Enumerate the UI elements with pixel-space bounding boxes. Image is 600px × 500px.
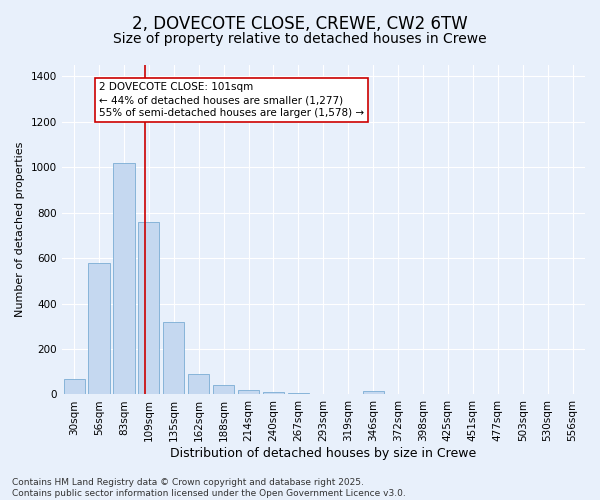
- Y-axis label: Number of detached properties: Number of detached properties: [15, 142, 25, 318]
- Bar: [362, 391, 384, 394]
- Text: 2 DOVECOTE CLOSE: 101sqm
← 44% of detached houses are smaller (1,277)
55% of sem: 2 DOVECOTE CLOSE: 101sqm ← 44% of detach…: [99, 82, 364, 118]
- Bar: [263, 392, 284, 394]
- Bar: [88, 262, 110, 394]
- X-axis label: Distribution of detached houses by size in Crewe: Distribution of detached houses by size …: [170, 447, 476, 460]
- Bar: [238, 390, 259, 394]
- Bar: [213, 386, 234, 394]
- Bar: [163, 322, 184, 394]
- Text: Size of property relative to detached houses in Crewe: Size of property relative to detached ho…: [113, 32, 487, 46]
- Bar: [138, 222, 160, 394]
- Text: 2, DOVECOTE CLOSE, CREWE, CW2 6TW: 2, DOVECOTE CLOSE, CREWE, CW2 6TW: [132, 15, 468, 33]
- Bar: [113, 162, 134, 394]
- Text: Contains HM Land Registry data © Crown copyright and database right 2025.
Contai: Contains HM Land Registry data © Crown c…: [12, 478, 406, 498]
- Bar: [64, 378, 85, 394]
- Bar: [188, 374, 209, 394]
